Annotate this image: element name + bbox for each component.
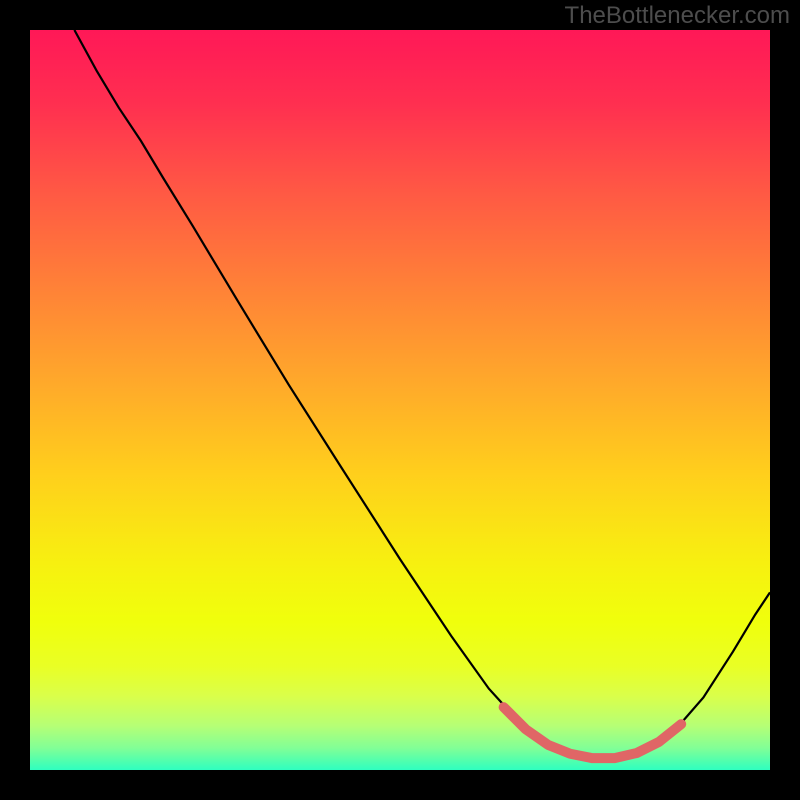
watermark-text: TheBottlenecker.com xyxy=(565,2,790,30)
chart-svg xyxy=(30,30,770,770)
stage: TheBottlenecker.com xyxy=(0,0,800,800)
plot-area xyxy=(30,30,770,770)
